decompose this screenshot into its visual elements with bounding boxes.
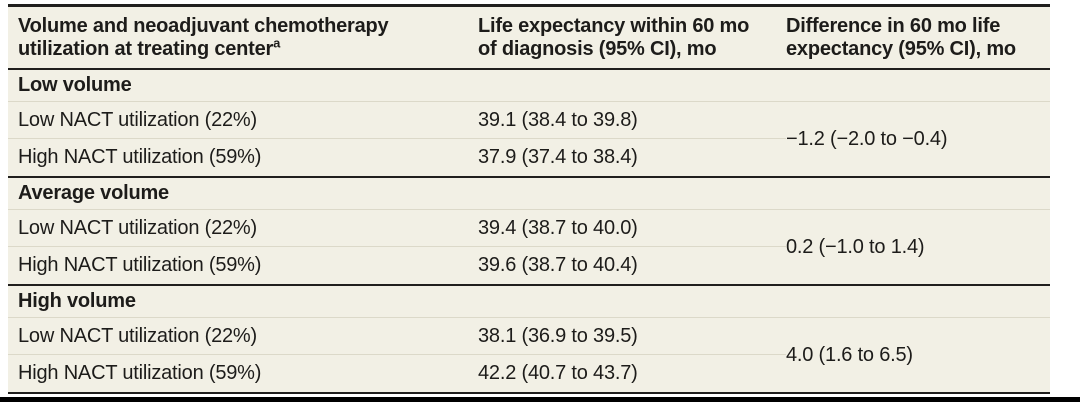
section-header-low-volume: Low volume — [8, 70, 1050, 102]
difference-value: −1.2 (−2.0 to −0.4) — [786, 127, 948, 150]
row-label-high-nact: High NACT utilization (59%) — [18, 254, 262, 276]
header-col2-line2: of diagnosis (95% CI), mo — [478, 38, 717, 60]
life-expectancy-value: 39.6 (38.7 to 40.4) — [478, 254, 638, 276]
table-section-average-volume: Average volume Low NACT utilization (22%… — [8, 178, 1050, 286]
header-col-life-expectancy: Life expectancy within 60 mo of diagnosi… — [478, 15, 786, 61]
outcomes-table: Volume and neoadjuvant chemotherapy util… — [8, 4, 1050, 394]
section-header-average-volume: Average volume — [8, 178, 1050, 210]
table-section-low-volume: Low volume Low NACT utilization (22%) 39… — [8, 70, 1050, 178]
life-expectancy-value: 42.2 (40.7 to 43.7) — [478, 362, 638, 384]
header-col1-line1: Volume and neoadjuvant chemotherapy — [18, 15, 389, 37]
header-col3-line2: expectancy (95% CI), mo — [786, 38, 1016, 60]
difference-value: 0.2 (−1.0 to 1.4) — [786, 235, 925, 258]
difference-value: 4.0 (1.6 to 6.5) — [786, 343, 913, 366]
row-label-low-nact: Low NACT utilization (22%) — [8, 318, 478, 355]
header-col1-line2: utilization at treating centera — [18, 35, 281, 60]
footnote-marker-a: a — [273, 35, 281, 51]
table-header-row: Volume and neoadjuvant chemotherapy util… — [8, 4, 1050, 70]
life-expectancy-value: 39.4 (38.7 to 40.0) — [478, 210, 786, 247]
figure-bottom-border — [0, 397, 1080, 402]
row-label-low-nact: Low NACT utilization (22%) — [8, 210, 478, 247]
section-header-high-volume: High volume — [8, 286, 1050, 318]
header-col3-line1: Difference in 60 mo life — [786, 15, 1001, 37]
header-col-volume-nact: Volume and neoadjuvant chemotherapy util… — [8, 15, 478, 61]
life-expectancy-value: 37.9 (37.4 to 38.4) — [478, 146, 638, 168]
life-expectancy-value: 38.1 (36.9 to 39.5) — [478, 318, 786, 355]
row-label-low-nact: Low NACT utilization (22%) — [8, 102, 478, 139]
header-col2-line1: Life expectancy within 60 mo — [478, 15, 750, 37]
row-label-high-nact: High NACT utilization (59%) — [18, 146, 262, 168]
life-expectancy-value: 39.1 (38.4 to 39.8) — [478, 102, 786, 139]
row-label-high-nact: High NACT utilization (59%) — [18, 362, 262, 384]
table-section-high-volume: High volume Low NACT utilization (22%) 3… — [8, 286, 1050, 394]
header-col-difference: Difference in 60 mo life expectancy (95%… — [786, 15, 1050, 61]
